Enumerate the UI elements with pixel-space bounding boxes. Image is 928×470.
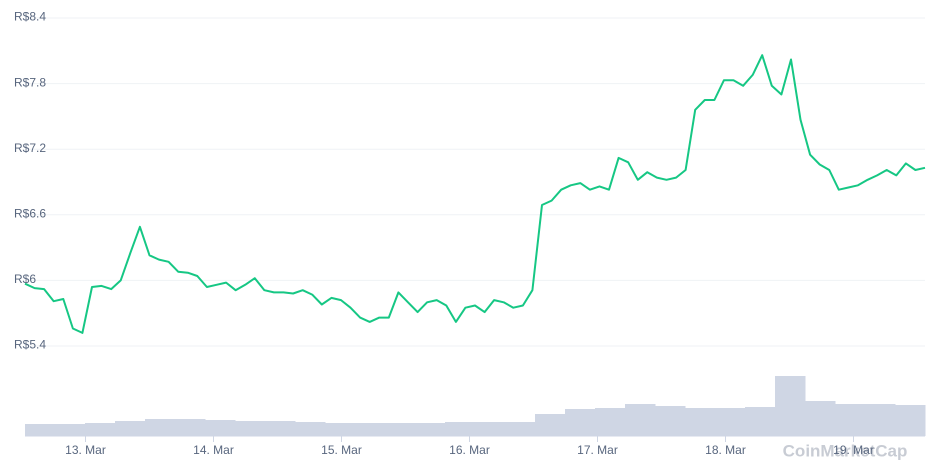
volume-bar <box>655 406 686 436</box>
x-tick-label: 17. Mar <box>577 443 618 457</box>
y-tick-label: R$7.2 <box>14 141 46 155</box>
x-tick-label: 13. Mar <box>65 443 106 457</box>
x-tick-label: 14. Mar <box>193 443 234 457</box>
volume-bar <box>115 421 146 436</box>
volume-bar <box>175 419 206 436</box>
volume-bar <box>865 404 896 436</box>
volume-bar <box>445 422 476 436</box>
volume-bar <box>715 408 746 436</box>
volume-bar <box>805 401 836 436</box>
volume-bar <box>835 404 866 436</box>
volume-bar <box>325 423 356 436</box>
volume-bar <box>895 405 926 436</box>
volume-bar <box>145 419 176 436</box>
y-tick-label: R$6.6 <box>14 206 46 220</box>
volume-bar <box>775 376 806 436</box>
y-tick-label: R$8.4 <box>14 10 46 24</box>
x-tick-label: 16. Mar <box>449 443 490 457</box>
volume-bar <box>295 422 326 436</box>
x-tick-label: 19. Mar <box>833 443 874 457</box>
volume-bar <box>205 420 236 436</box>
volume-bar <box>265 421 296 436</box>
volume-bar <box>385 423 416 436</box>
x-tick-label: 18. Mar <box>705 443 746 457</box>
price-line <box>24 54 926 334</box>
volume-bar <box>355 423 386 436</box>
volume-bar <box>535 414 566 436</box>
volume-bar <box>595 408 626 436</box>
volume-bar <box>475 422 506 436</box>
volume-bar <box>685 408 716 436</box>
volume-bar <box>745 407 776 436</box>
watermark: CoinMarketCap <box>783 441 908 460</box>
volume-bar <box>25 424 56 436</box>
volume-bar <box>55 424 86 436</box>
volume-bar <box>85 423 116 436</box>
y-tick-label: R$5.4 <box>14 338 46 352</box>
volume-bar <box>415 423 446 436</box>
y-tick-label: R$6 <box>14 272 36 286</box>
volume-bar <box>235 421 266 436</box>
y-tick-label: R$7.8 <box>14 75 46 89</box>
volume-bar <box>565 409 596 436</box>
volume-bar <box>625 404 656 436</box>
x-tick-label: 15. Mar <box>321 443 362 457</box>
volume-bar <box>505 422 536 436</box>
